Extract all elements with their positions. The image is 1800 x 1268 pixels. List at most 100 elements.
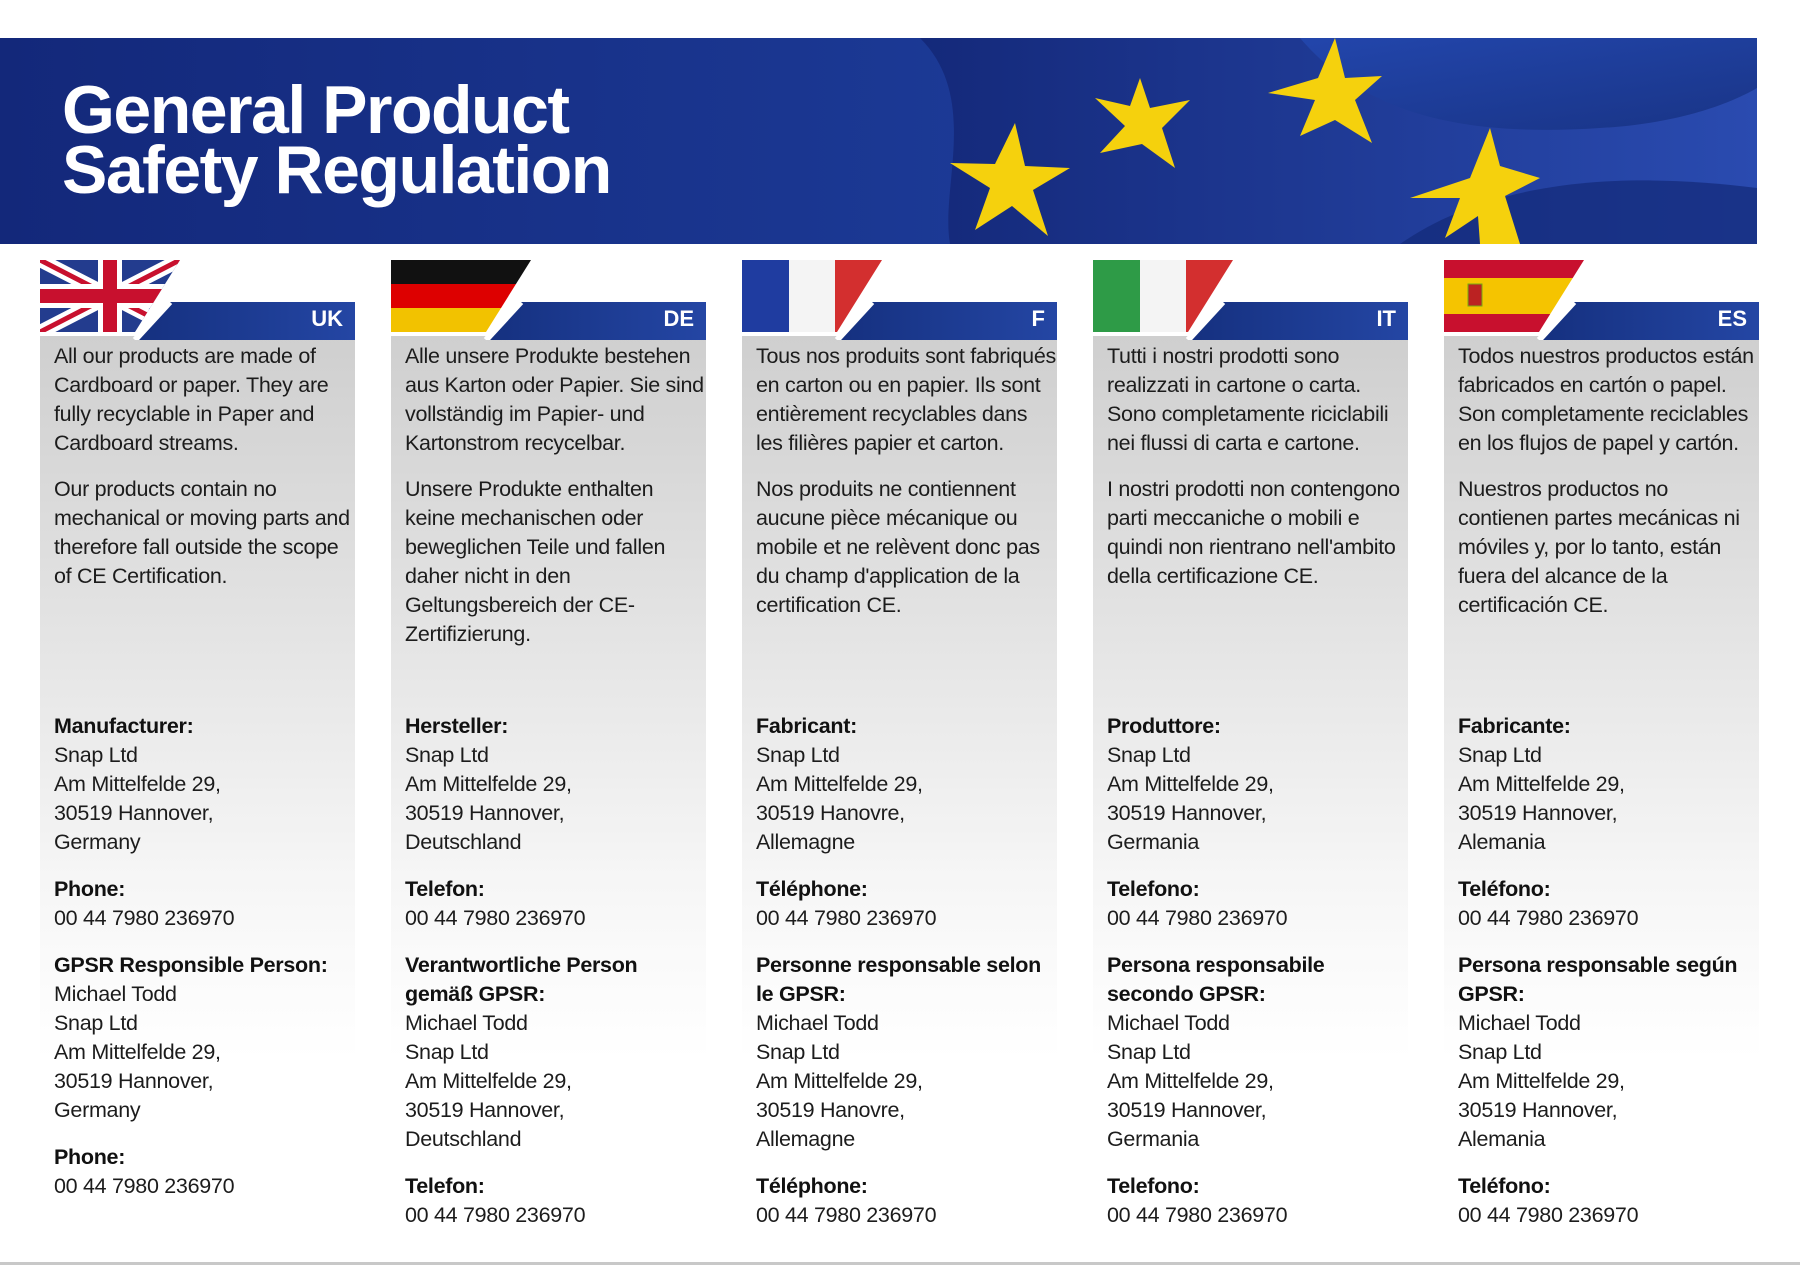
country-column-de: DE Alle unsere Produkte bestehen aus Kar… [391, 260, 706, 1240]
manufacturer-block: Fabricant: Snap Ltd Am Mittelfelde 29, 305… [756, 712, 1056, 857]
uk-flag-icon [40, 260, 180, 332]
phone-number: 00 44 7980 236970 [756, 1203, 937, 1227]
phone-label: Telefono: [1107, 877, 1200, 901]
star-icon [1095, 78, 1190, 168]
ce-scope-text: Nos produits ne contiennent aucune pièce… [756, 477, 1040, 617]
country-column-f: F Tous nos produits sont fabriqués en ca… [742, 260, 1057, 1240]
ce-scope-text: Our products contain no mechanical or mo… [54, 477, 350, 588]
gpsr-line: Deutschland [405, 1127, 522, 1151]
phone2-block: Telefon: 00 44 7980 236970 [405, 1172, 705, 1230]
contact-info: Manufacturer: Snap Ltd Am Mittelfelde 29,… [54, 712, 354, 1219]
gpsr-line: 30519 Hannover, [1458, 1098, 1618, 1122]
bottom-divider [0, 1262, 1800, 1265]
column-description: Tous nos produits sont fabriqués en cart… [756, 342, 1056, 637]
country-column-it: IT Tutti i nostri prodotti sono realizza… [1093, 260, 1408, 1240]
manufacturer-line: Snap Ltd [756, 743, 840, 767]
gpsr-label: Persona responsabile secondo GPSR: [1107, 953, 1325, 1006]
gpsr-line: Michael Todd [1107, 1011, 1230, 1035]
manufacturer-line: 30519 Hannover, [54, 801, 214, 825]
recyclability-text: Tutti i nostri prodotti sono realizzati … [1107, 344, 1389, 455]
phone2-block: Teléfono: 00 44 7980 236970 [1458, 1172, 1758, 1230]
column-description: All our products are made of Cardboard o… [54, 342, 354, 608]
gpsr-line: Am Mittelfelde 29, [1107, 1069, 1274, 1093]
phone-number: 00 44 7980 236970 [54, 906, 235, 930]
gpsr-line: Germania [1107, 1127, 1199, 1151]
gpsr-block: Verantwortliche Person gemäß GPSR: Micha… [405, 951, 705, 1154]
star-icon [950, 123, 1070, 236]
phone-number: 00 44 7980 236970 [54, 1174, 235, 1198]
gpsr-line: Germany [54, 1098, 141, 1122]
manufacturer-line: 30519 Hanovre, [756, 801, 905, 825]
manufacturer-line: Am Mittelfelde 29, [405, 772, 572, 796]
gpsr-block: Persona responsabile secondo GPSR: Micha… [1107, 951, 1407, 1154]
column-header: DE [391, 260, 706, 340]
column-header: UK [40, 260, 355, 340]
manufacturer-line: Allemagne [756, 830, 855, 854]
manufacturer-label: Manufacturer: [54, 714, 194, 738]
contact-info: Fabricant: Snap Ltd Am Mittelfelde 29, 305… [756, 712, 1056, 1248]
contact-info: Fabricante: Snap Ltd Am Mittelfelde 29, 30… [1458, 712, 1758, 1248]
column-panel [742, 336, 1057, 1240]
column-panel [1093, 336, 1408, 1240]
star-icon [1268, 38, 1382, 143]
france-flag-icon [742, 260, 882, 332]
star-icon [1410, 128, 1540, 244]
manufacturer-line: Am Mittelfelde 29, [1107, 772, 1274, 796]
country-column-es: ES Todos nuestros productos están fabric… [1444, 260, 1759, 1240]
gpsr-label: Personne responsable selon le GPSR: [756, 953, 1041, 1006]
phone-number: 00 44 7980 236970 [405, 906, 586, 930]
ce-scope-text: I nostri prodotti non contengono parti m… [1107, 477, 1400, 588]
contact-info: Produttore: Snap Ltd Am Mittelfelde 29, 30… [1107, 712, 1407, 1248]
manufacturer-label: Fabricante: [1458, 714, 1571, 738]
manufacturer-line: Deutschland [405, 830, 522, 854]
manufacturer-line: Am Mittelfelde 29, [1458, 772, 1625, 796]
manufacturer-block: Hersteller: Snap Ltd Am Mittelfelde 29, 30… [405, 712, 705, 857]
phone-number: 00 44 7980 236970 [1107, 906, 1288, 930]
title-line-1: General Product [62, 72, 570, 148]
gpsr-line: 30519 Hanovre, [756, 1098, 905, 1122]
gpsr-line: Alemania [1458, 1127, 1546, 1151]
phone-block: Phone: 00 44 7980 236970 [54, 875, 354, 933]
phone2-block: Téléphone: 00 44 7980 236970 [756, 1172, 1056, 1230]
gpsr-label: GPSR Responsible Person: [54, 953, 328, 977]
gpsr-line: 30519 Hannover, [405, 1098, 565, 1122]
gpsr-line: Snap Ltd [1107, 1040, 1191, 1064]
phone2-block: Phone: 00 44 7980 236970 [54, 1143, 354, 1201]
spain-flag-icon [1444, 260, 1584, 332]
manufacturer-line: 30519 Hannover, [1107, 801, 1267, 825]
phone-label: Telefon: [405, 877, 485, 901]
manufacturer-label: Hersteller: [405, 714, 509, 738]
phone-label: Téléphone: [756, 877, 868, 901]
manufacturer-label: Fabricant: [756, 714, 857, 738]
gpsr-line: 30519 Hannover, [54, 1069, 214, 1093]
column-description: Tutti i nostri prodotti sono realizzati … [1107, 342, 1407, 608]
recyclability-text: Todos nuestros productos están fabricado… [1458, 344, 1754, 455]
gpsr-line: Snap Ltd [756, 1040, 840, 1064]
manufacturer-line: Am Mittelfelde 29, [54, 772, 221, 796]
manufacturer-line: Snap Ltd [405, 743, 489, 767]
phone-number: 00 44 7980 236970 [1458, 906, 1639, 930]
recyclability-text: Tous nos produits sont fabriqués en cart… [756, 344, 1056, 455]
gpsr-line: Allemagne [756, 1127, 855, 1151]
recyclability-text: All our products are made of Cardboard o… [54, 344, 329, 455]
country-code: ES [1717, 306, 1747, 331]
tab-shape [1185, 299, 1408, 340]
manufacturer-block: Manufacturer: Snap Ltd Am Mittelfelde 29,… [54, 712, 354, 857]
country-column-uk: UK All our products are made of Cardboar… [40, 260, 355, 1240]
tab-shape [132, 299, 355, 340]
manufacturer-line: 30519 Hannover, [405, 801, 565, 825]
column-panel [391, 336, 706, 1240]
column-panel [1444, 336, 1759, 1240]
manufacturer-label: Produttore: [1107, 714, 1221, 738]
gpsr-line: Snap Ltd [405, 1040, 489, 1064]
manufacturer-line: Germania [1107, 830, 1199, 854]
eu-flag-graphic [920, 38, 1757, 244]
manufacturer-line: Alemania [1458, 830, 1546, 854]
gpsr-line: Snap Ltd [54, 1011, 138, 1035]
header-banner: General Product Safety Regulation [0, 38, 1757, 244]
gpsr-line: Am Mittelfelde 29, [1458, 1069, 1625, 1093]
title-line-2: Safety Regulation [62, 132, 612, 208]
gpsr-block: GPSR Responsible Person: Michael Todd Sna… [54, 951, 354, 1125]
manufacturer-line: Snap Ltd [1458, 743, 1542, 767]
phone-number: 00 44 7980 236970 [1107, 1203, 1288, 1227]
